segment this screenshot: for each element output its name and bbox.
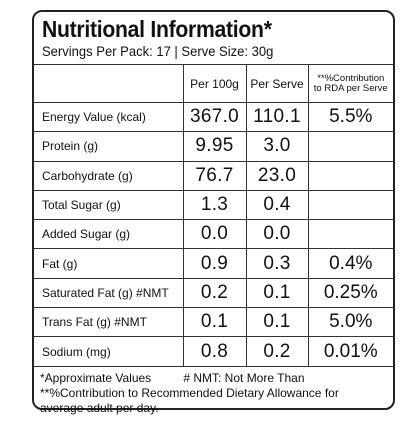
nutrient-label: Carbohydrate (g) (34, 160, 183, 191)
per-serve-value: 0.1 (245, 307, 308, 337)
table-row: Carbohydrate (g) 76.7 23.0 (34, 160, 393, 191)
table-row: Saturated Fat (g) #NMT 0.2 0.1 0.25% (34, 277, 393, 308)
rda-value: 0.4% (307, 248, 393, 279)
rda-value (307, 189, 393, 220)
table-row: Trans Fat (g) #NMT 0.1 0.1 5.0% (34, 307, 393, 337)
nutrient-label: Fat (g) (34, 248, 183, 279)
rda-value (307, 160, 393, 191)
per100-value: 9.95 (182, 131, 246, 162)
nutrient-label: Total Sugar (g) (34, 189, 183, 220)
panel-title: Nutritional Information* (42, 16, 272, 42)
nutrient-label: Added Sugar (g) (34, 219, 183, 249)
header-per100: Per 100g (182, 64, 246, 103)
header-nutrient-cell (34, 64, 183, 103)
footnote-row: *Approximate Values # NMT: Not More Than… (34, 365, 393, 424)
footnotes: *Approximate Values # NMT: Not More Than… (34, 365, 393, 424)
per-serve-value: 0.2 (245, 336, 308, 367)
nutrient-label: Protein (g) (34, 131, 183, 162)
rda-value: 5.0% (307, 307, 393, 337)
nutrient-label: Saturated Fat (g) #NMT (34, 277, 183, 308)
rda-value: 0.25% (307, 277, 393, 308)
servings-info: Servings Per Pack: 17 | Serve Size: 30g (42, 43, 274, 59)
nutrient-label: Energy Value (kcal) (34, 101, 183, 132)
per-serve-value: 110.1 (245, 101, 308, 132)
table-row: Total Sugar (g) 1.3 0.4 (34, 189, 393, 220)
rda-value: 0.01% (307, 336, 393, 367)
header-per-serve: Per Serve (245, 64, 308, 103)
nutrition-table: Per 100g Per Serve **%Contribution to RD… (34, 64, 393, 424)
per100-value: 1.3 (182, 189, 246, 220)
rda-value (307, 219, 393, 249)
table-row: Fat (g) 0.9 0.3 0.4% (34, 248, 393, 279)
nutrient-rows: Energy Value (kcal) 367.0 110.1 5.5% Protein… (34, 101, 393, 367)
nutrient-label: Trans Fat (g) #NMT (34, 307, 183, 337)
per-serve-value: 0.1 (245, 277, 308, 308)
per-serve-value: 0.4 (245, 189, 308, 220)
rda-value: 5.5% (307, 101, 393, 132)
per100-value: 367.0 (182, 101, 246, 132)
table-row: Energy Value (kcal) 367.0 110.1 5.5% (34, 101, 393, 132)
per100-value: 0.9 (182, 248, 246, 279)
per-serve-value: 0.3 (245, 248, 308, 279)
table-row: Protein (g) 9.95 3.0 (34, 131, 393, 162)
per-serve-value: 23.0 (245, 160, 308, 191)
table-row: Added Sugar (g) 0.0 0.0 (34, 219, 393, 249)
footnote-nmt: # NMT: Not More Than (183, 370, 305, 385)
rda-value (307, 131, 393, 162)
per100-value: 0.2 (182, 277, 246, 308)
header-rda-line1: **%Contribution (317, 72, 385, 84)
footnote-rda: **%Contribution to Recommended Dietary A… (40, 385, 339, 415)
per100-value: 76.7 (182, 160, 246, 191)
nutrient-label: Sodium (mg) (34, 336, 183, 367)
per100-value: 0.8 (182, 336, 246, 367)
per100-value: 0.0 (182, 219, 246, 249)
header-rda-line2: to RDA per Serve (313, 82, 388, 94)
per-serve-value: 3.0 (245, 131, 308, 162)
footnote-approx: *Approximate Values (40, 370, 152, 385)
table-row: Sodium (mg) 0.8 0.2 0.01% (34, 336, 393, 367)
header-rda: **%Contribution to RDA per Serve (307, 64, 393, 103)
footnote-line1: *Approximate Values # NMT: Not More Than (40, 371, 393, 386)
per100-value: 0.1 (182, 307, 246, 337)
per-serve-value: 0.0 (245, 219, 308, 249)
nutrition-panel: Nutritional Information* Servings Per Pa… (32, 10, 395, 424)
table-header-row: Per 100g Per Serve **%Contribution to RD… (34, 64, 393, 103)
